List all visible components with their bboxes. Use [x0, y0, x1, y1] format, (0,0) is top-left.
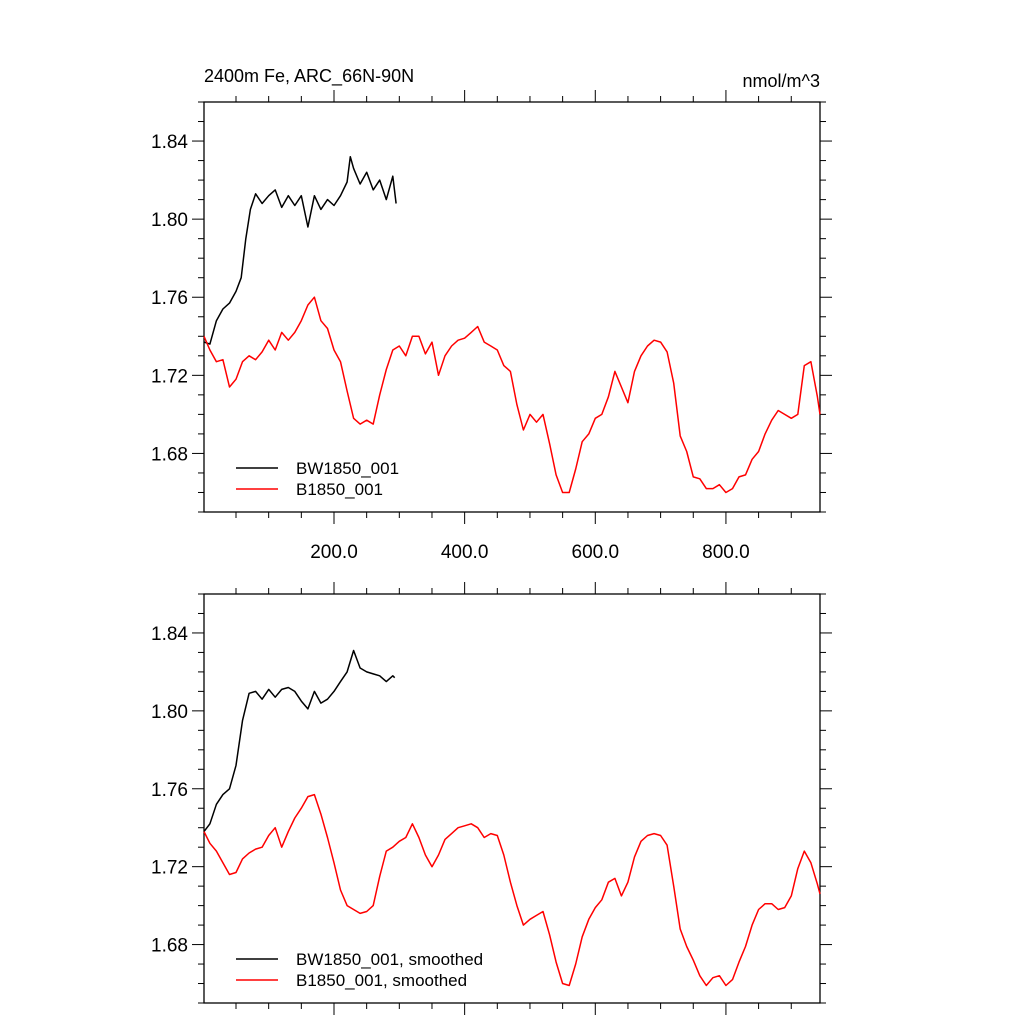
y-tick-label: 1.84 [151, 132, 188, 153]
plot-frame [203, 593, 821, 1004]
y-tick-label: 1.72 [151, 858, 188, 879]
y-tick-label: 1.80 [151, 702, 188, 723]
y-tick-label: 1.68 [151, 444, 188, 465]
x-tick-label: 400.0 [441, 542, 489, 563]
y-tick-label: 1.80 [151, 210, 188, 231]
series-line [203, 296, 821, 494]
series-line [203, 649, 396, 833]
legend-label: B1850_001 [296, 480, 383, 499]
legend-label: BW1850_001, smoothed [296, 950, 483, 969]
series-line [203, 155, 397, 345]
legend-label: BW1850_001 [296, 459, 399, 478]
plot-frame [203, 101, 821, 513]
y-tick-label: 1.84 [151, 624, 188, 645]
x-tick-label: 800.0 [702, 542, 750, 563]
series-line [203, 793, 821, 987]
y-tick-label: 1.76 [151, 288, 188, 309]
y-tick-label: 1.72 [151, 366, 188, 387]
top-panel: 1.68 1.72 1.76 1.80 1.84 200.0 400.0 600.0 800.0… [151, 90, 832, 563]
legend-label: B1850_001, smoothed [296, 971, 467, 990]
unit-label: nmol/m^3 [743, 71, 820, 91]
x-tick-label: 200.0 [310, 542, 358, 563]
figure-title: 2400m Fe, ARC_66N-90N [204, 66, 414, 87]
y-tick-label: 1.68 [151, 936, 188, 957]
x-tick-label: 600.0 [572, 542, 620, 563]
y-tick-label: 1.76 [151, 780, 188, 801]
bottom-panel: 1.68 1.72 1.76 1.80 1.84 BW1850_001, smoothed… [151, 582, 832, 1015]
